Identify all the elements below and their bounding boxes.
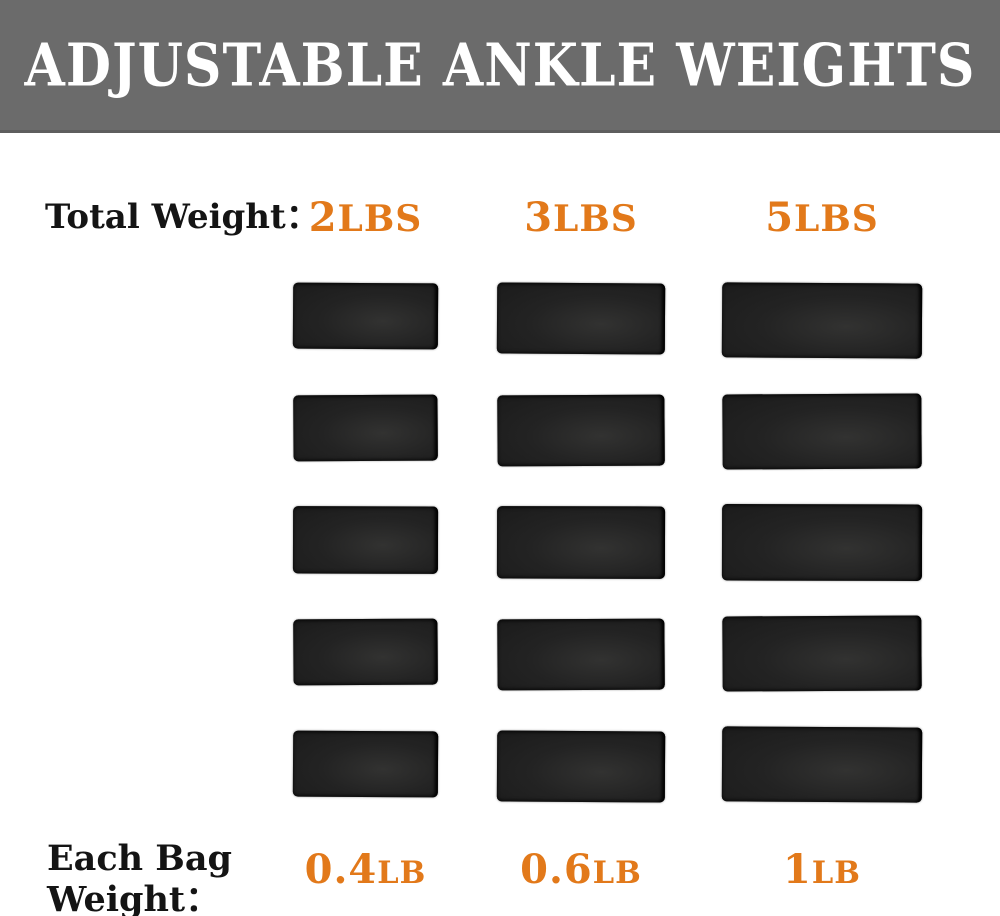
bag-column-3lbs: [496, 282, 666, 803]
weight-bag-photo: [292, 282, 439, 350]
weight-bag-photo: [722, 393, 922, 470]
bag-column-2lbs: [292, 282, 439, 798]
weight-bag-photo: [497, 394, 665, 467]
each-bag-label-line2: Weight：: [47, 878, 221, 916]
weight-bag-photo: [721, 282, 923, 359]
weight-bag-photo: [496, 730, 666, 803]
value-unit: LB: [592, 855, 642, 891]
value-number: 0.4: [304, 846, 378, 893]
page-title: ADJUSTABLE ANKLE WEIGHTS: [24, 30, 976, 100]
value-unit: LBS: [553, 198, 638, 240]
each-bag-weight-label: Each Bag Weight：: [47, 838, 233, 916]
total-weight-label: Total Weight：: [45, 197, 320, 237]
bag-column-5lbs: [721, 282, 923, 803]
value-number: 2: [308, 194, 338, 241]
each-bag-label-line1: Each Bag: [47, 838, 233, 879]
each-bag-value-1lb: 1LB: [722, 850, 922, 890]
weight-bag-photo: [496, 282, 666, 355]
weight-bag-photo: [721, 726, 923, 803]
weight-bag-photo: [721, 503, 923, 582]
weight-bag-photo: [497, 618, 665, 691]
value-number: 0.6: [520, 846, 593, 893]
total-weight-value-5lbs: 5LBS: [722, 198, 922, 238]
weight-bag-photo: [292, 730, 439, 798]
weight-bag-photo: [292, 506, 439, 574]
value-unit: LBS: [337, 198, 423, 240]
value-number: 1: [783, 846, 812, 893]
total-weight-value-3lbs: 3LBS: [497, 198, 665, 238]
value-unit: LBS: [794, 198, 879, 240]
value-number: 5: [765, 194, 795, 241]
each-bag-value-04lb: 0.4LB: [293, 850, 438, 890]
value-unit: LB: [377, 855, 427, 891]
value-unit: LB: [811, 855, 861, 891]
weight-bag-photo: [722, 615, 922, 692]
total-weight-value-2lbs: 2LBS: [293, 198, 438, 238]
weight-bag-photo: [293, 618, 438, 686]
value-number: 3: [524, 194, 554, 241]
weight-bag-photo: [496, 506, 666, 579]
weight-bag-photo: [293, 394, 438, 462]
each-bag-value-06lb: 0.6LB: [497, 850, 665, 890]
header-banner: ADJUSTABLE ANKLE WEIGHTS: [0, 0, 1000, 133]
